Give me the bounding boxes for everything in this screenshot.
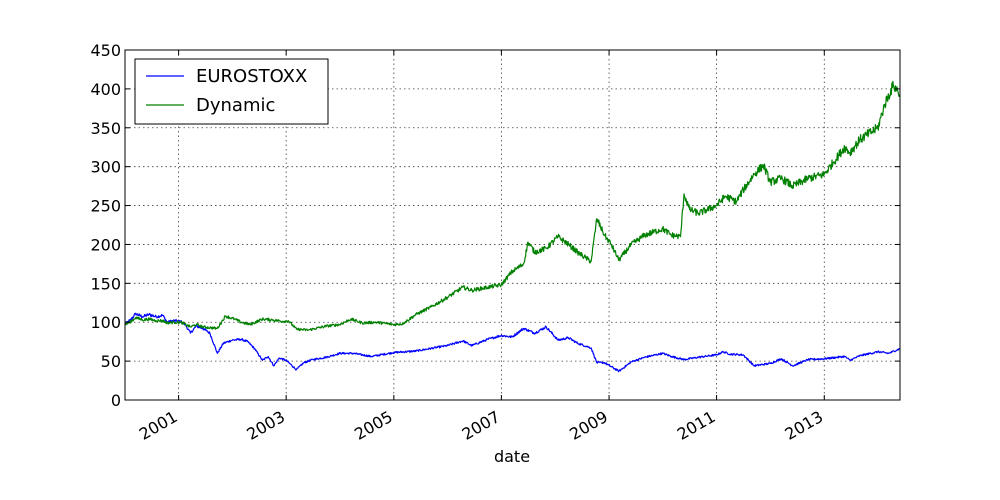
- y-tick-label: 300: [90, 158, 121, 177]
- y-axis: 0 50 100 150 200 250 300 350 400 450: [90, 41, 900, 410]
- y-tick-label: 50: [101, 352, 121, 371]
- y-tick-label: 450: [90, 41, 121, 60]
- series-line-eurostoxx: [124, 312, 901, 373]
- grid: [125, 50, 900, 400]
- series-group: [124, 80, 901, 373]
- y-tick-label: 200: [90, 235, 121, 254]
- legend-label-eurostoxx: EUROSTOXX: [196, 66, 307, 87]
- plot-frame: [124, 49, 901, 401]
- y-tick-label: 250: [90, 197, 121, 216]
- legend-box: [134, 58, 329, 125]
- series-line-dynamic: [124, 80, 901, 332]
- y-tick-label: 350: [90, 119, 121, 138]
- x-axis-title: date: [494, 447, 530, 466]
- y-tick-label: 100: [90, 313, 121, 332]
- y-tick-label: 400: [90, 80, 121, 99]
- legend: EUROSTOXX Dynamic: [134, 58, 329, 125]
- y-tick-label: 150: [90, 274, 121, 293]
- y-tick-label: 0: [111, 391, 121, 410]
- legend-label-dynamic: Dynamic: [196, 95, 275, 116]
